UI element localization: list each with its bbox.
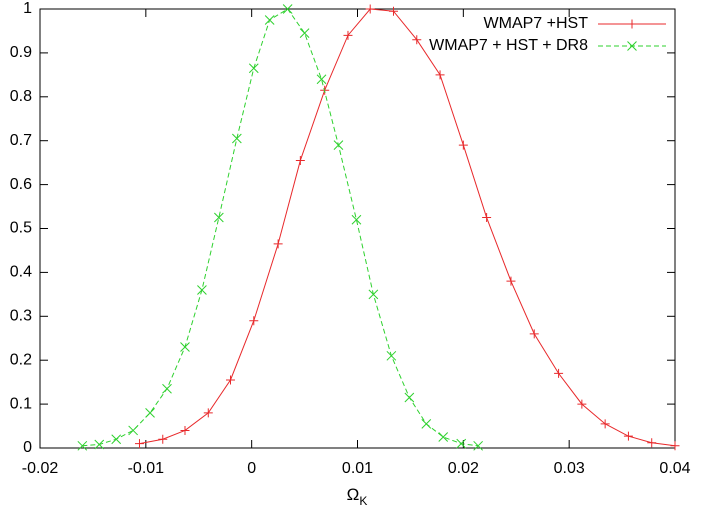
x-axis-label: ΩK <box>347 485 368 508</box>
point-marker <box>134 439 144 449</box>
point-marker <box>368 289 379 300</box>
point-marker <box>647 438 657 448</box>
point-marker <box>456 438 467 449</box>
point-marker <box>295 155 305 165</box>
point-marker <box>482 213 492 223</box>
series-line <box>139 8 676 447</box>
y-tick-label: 0.1 <box>10 395 32 412</box>
y-tick-label: 1 <box>23 0 32 17</box>
point-marker <box>365 4 375 14</box>
y-tick-label: 0.3 <box>10 308 32 325</box>
y-tick-label: 0.2 <box>10 351 32 368</box>
legend-label: WMAP7 +HST <box>484 15 589 32</box>
point-marker <box>180 342 190 352</box>
x-tick-label: 0.01 <box>342 460 373 477</box>
point-marker <box>351 214 362 225</box>
point-marker <box>231 133 242 144</box>
point-marker <box>623 431 633 441</box>
y-tick-label: 0.4 <box>10 264 32 281</box>
point-marker <box>404 392 415 403</box>
point-marker <box>180 425 190 435</box>
legend-marker <box>627 19 637 29</box>
y-tick-label: 0.6 <box>10 176 32 193</box>
point-marker <box>226 375 235 385</box>
x-tick-label: -0.02 <box>22 460 59 477</box>
point-marker <box>273 239 283 249</box>
y-tick-label: 0 <box>23 439 32 456</box>
point-marker <box>388 6 398 16</box>
point-marker <box>670 441 680 451</box>
point-marker <box>203 408 213 418</box>
x-tick-label: 0.04 <box>659 460 690 477</box>
point-marker <box>248 63 259 74</box>
point-marker <box>343 30 353 40</box>
point-marker <box>264 15 275 25</box>
point-marker <box>435 70 445 80</box>
y-tick-label: 0.7 <box>10 132 32 149</box>
point-marker <box>111 434 122 445</box>
x-axis-symbol: Ω <box>347 485 360 504</box>
x-tick-label: 0 <box>247 460 256 477</box>
x-tick-label: -0.01 <box>128 460 165 477</box>
x-tick-label: 0.03 <box>554 460 585 477</box>
point-marker <box>158 434 168 444</box>
point-marker <box>506 276 516 286</box>
point-marker <box>473 440 484 451</box>
point-marker <box>214 212 224 223</box>
point-marker <box>577 399 587 409</box>
point-marker <box>94 439 105 450</box>
point-marker <box>386 350 397 361</box>
point-marker <box>458 140 468 150</box>
x-tick-label: 0.02 <box>448 460 479 477</box>
point-marker <box>438 432 449 442</box>
point-marker <box>333 140 344 150</box>
legend-label: WMAP7 + HST + DR8 <box>429 37 588 54</box>
point-marker <box>529 329 539 339</box>
point-marker <box>554 368 564 378</box>
point-marker <box>145 408 155 418</box>
plot-frame <box>39 8 676 449</box>
point-marker <box>162 383 172 394</box>
point-marker <box>412 35 422 45</box>
point-marker <box>249 316 259 326</box>
point-marker <box>316 74 327 85</box>
y-tick-label: 0.5 <box>10 220 32 237</box>
legend-marker <box>627 41 637 51</box>
y-tick-label: 0.9 <box>10 44 32 61</box>
point-marker <box>197 285 207 295</box>
point-marker <box>128 425 138 436</box>
point-marker <box>282 4 293 14</box>
point-marker <box>421 419 432 429</box>
series-line <box>82 8 479 447</box>
point-marker <box>600 419 610 429</box>
point-marker <box>77 440 88 451</box>
point-marker <box>299 28 310 38</box>
x-axis-subscript: K <box>359 494 367 508</box>
y-tick-label: 0.8 <box>10 88 32 105</box>
